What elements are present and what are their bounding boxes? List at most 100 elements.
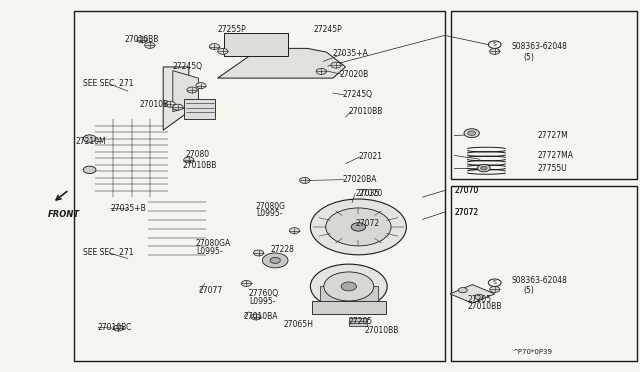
Text: SEE SEC. 271: SEE SEC. 271 xyxy=(83,79,134,88)
Polygon shape xyxy=(168,105,182,197)
Text: 27010B: 27010B xyxy=(140,100,169,109)
Text: 27727MA: 27727MA xyxy=(538,151,573,160)
Circle shape xyxy=(289,228,300,234)
Text: S: S xyxy=(493,42,497,47)
Text: 27245Q: 27245Q xyxy=(173,62,203,71)
Text: 27070: 27070 xyxy=(358,189,383,198)
Circle shape xyxy=(477,164,490,172)
Circle shape xyxy=(262,253,288,268)
Circle shape xyxy=(464,129,479,138)
Circle shape xyxy=(173,104,183,110)
Text: 27760Q: 27760Q xyxy=(248,289,278,298)
Circle shape xyxy=(218,48,228,54)
Circle shape xyxy=(490,286,500,292)
Text: 27205: 27205 xyxy=(467,295,492,304)
Circle shape xyxy=(326,208,391,246)
Text: (5): (5) xyxy=(524,53,534,62)
Text: 27210M: 27210M xyxy=(76,137,106,146)
Polygon shape xyxy=(186,58,326,78)
Circle shape xyxy=(458,288,467,293)
Text: 27072: 27072 xyxy=(454,208,479,217)
Polygon shape xyxy=(298,151,326,242)
Polygon shape xyxy=(189,164,298,242)
Text: 27080G: 27080G xyxy=(256,202,286,211)
Circle shape xyxy=(83,166,96,173)
Polygon shape xyxy=(173,71,198,112)
Circle shape xyxy=(351,223,365,231)
Bar xyxy=(224,33,288,56)
Polygon shape xyxy=(218,48,346,78)
Text: 27070: 27070 xyxy=(454,186,479,195)
Text: (5): (5) xyxy=(524,286,534,295)
Circle shape xyxy=(331,62,341,68)
Text: 27035+B: 27035+B xyxy=(111,204,147,213)
Circle shape xyxy=(113,325,124,331)
Text: 27010BC: 27010BC xyxy=(97,323,132,332)
Polygon shape xyxy=(186,78,291,164)
Text: 27072: 27072 xyxy=(454,208,479,217)
Polygon shape xyxy=(95,105,182,119)
Text: 27065H: 27065H xyxy=(284,320,314,329)
Circle shape xyxy=(316,68,326,74)
Bar xyxy=(184,99,215,119)
Bar xyxy=(312,301,386,314)
Circle shape xyxy=(251,314,261,320)
Polygon shape xyxy=(189,149,326,166)
Text: 27070: 27070 xyxy=(454,186,479,195)
Text: 27010BB: 27010BB xyxy=(182,161,217,170)
Bar xyxy=(320,286,378,301)
Text: S08363-62048: S08363-62048 xyxy=(512,42,568,51)
Circle shape xyxy=(481,166,487,170)
Circle shape xyxy=(196,83,206,89)
Circle shape xyxy=(241,280,252,286)
Text: 27035+A: 27035+A xyxy=(333,49,369,58)
Text: 27010BB: 27010BB xyxy=(349,107,383,116)
Circle shape xyxy=(137,37,147,43)
Polygon shape xyxy=(148,193,206,264)
Circle shape xyxy=(165,101,175,107)
Text: 27010BA: 27010BA xyxy=(243,312,278,321)
Text: 27245Q: 27245Q xyxy=(342,90,372,99)
Text: 27245P: 27245P xyxy=(314,25,342,34)
Circle shape xyxy=(310,199,406,255)
Text: 27010BB: 27010BB xyxy=(365,326,399,335)
Text: 27255P: 27255P xyxy=(218,25,246,34)
Circle shape xyxy=(145,42,155,48)
Circle shape xyxy=(310,264,387,309)
Text: 27205: 27205 xyxy=(349,317,373,326)
Circle shape xyxy=(474,294,483,299)
Text: 27077: 27077 xyxy=(198,286,223,295)
Text: L0995-: L0995- xyxy=(249,297,275,306)
Text: ^P70*0P39: ^P70*0P39 xyxy=(512,349,552,355)
Text: L0995-: L0995- xyxy=(257,209,283,218)
Text: L0995-: L0995- xyxy=(196,247,222,256)
Text: 27020B: 27020B xyxy=(339,70,369,79)
Polygon shape xyxy=(95,119,168,197)
Circle shape xyxy=(468,131,476,135)
Text: S08363-62048: S08363-62048 xyxy=(512,276,568,285)
Text: 27080GA: 27080GA xyxy=(195,239,230,248)
Polygon shape xyxy=(291,58,326,164)
Text: 27020BA: 27020BA xyxy=(342,175,377,184)
Text: 27755U: 27755U xyxy=(538,164,567,173)
Text: 27072: 27072 xyxy=(355,219,380,228)
Bar xyxy=(451,186,637,361)
Circle shape xyxy=(83,135,96,142)
Text: 27010BB: 27010BB xyxy=(125,35,159,44)
Polygon shape xyxy=(450,285,495,303)
Bar xyxy=(451,11,637,179)
Circle shape xyxy=(187,87,197,93)
Text: S: S xyxy=(493,280,497,285)
Circle shape xyxy=(184,157,194,163)
Circle shape xyxy=(209,44,220,49)
Polygon shape xyxy=(163,67,189,130)
Text: SEE SEC. 271: SEE SEC. 271 xyxy=(83,248,134,257)
Circle shape xyxy=(324,272,374,301)
Text: 27727M: 27727M xyxy=(538,131,568,140)
Circle shape xyxy=(341,282,356,291)
Text: 27010BB: 27010BB xyxy=(467,302,502,311)
Circle shape xyxy=(490,48,500,54)
Text: FRONT: FRONT xyxy=(48,210,80,219)
Circle shape xyxy=(270,257,280,263)
Bar xyxy=(349,318,367,326)
